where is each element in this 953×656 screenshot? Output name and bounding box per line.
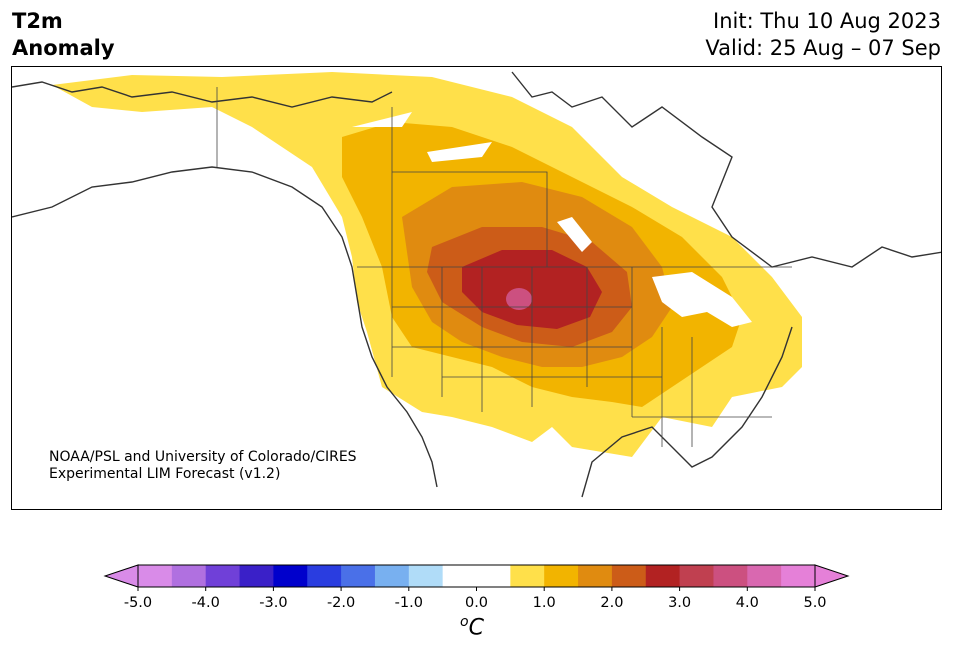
hudson-gap xyxy=(352,112,412,127)
anomaly-map xyxy=(11,66,942,510)
colorbar-segment xyxy=(442,565,477,587)
colorbar-segment xyxy=(171,565,207,587)
colorbar-tick-label: -1.0 xyxy=(395,595,423,611)
colorbar-tick-label: 3.0 xyxy=(668,595,691,611)
colorbar-ticks: -5.0 -4.0 -3.0 -2.0 -1.0 0.0 1.0 2.0 3.0 4.0 5.0 xyxy=(124,587,827,611)
colorbar-tick-label: -5.0 xyxy=(124,595,152,611)
map-svg xyxy=(12,71,941,498)
colorbar-tick-label: 1.0 xyxy=(533,595,556,611)
colorbar-extend-high xyxy=(814,564,850,588)
colorbar-extend-low xyxy=(103,564,139,588)
valid-range: Valid: 25 Aug – 07 Sep xyxy=(705,36,941,60)
colorbar-segment xyxy=(408,565,444,587)
lake-winnipeg xyxy=(557,217,592,252)
colorbar-segment xyxy=(205,565,241,587)
unit-degree: o xyxy=(460,614,469,630)
colorbar-unit: oC xyxy=(460,614,484,640)
init-date: Init: Thu 10 Aug 2023 xyxy=(713,9,941,33)
credit-text: NOAA/PSL and University of Colorado/CIRE… xyxy=(49,449,357,483)
colorbar-tick-label: -2.0 xyxy=(327,595,355,611)
colorbar-segment xyxy=(374,565,410,587)
colorbar-segment xyxy=(611,565,647,587)
state-borders xyxy=(216,87,792,447)
colorbar-segment xyxy=(476,565,511,587)
colorbar-segment xyxy=(307,565,342,587)
colorbar-segment xyxy=(239,565,274,587)
colorbar-tick-label: 0.0 xyxy=(465,595,488,611)
coastlines xyxy=(12,71,941,498)
colorbar-segment xyxy=(747,565,782,587)
credit-line-1: NOAA/PSL and University of Colorado/CIRE… xyxy=(49,449,357,465)
colorbar-segment xyxy=(578,565,613,587)
anomaly-zone-3-5 xyxy=(506,288,532,310)
map-title: T2m Anomaly xyxy=(12,9,115,60)
colorbar-segment xyxy=(544,565,579,587)
colorbar-segment xyxy=(138,565,173,587)
colorbar-segment xyxy=(510,565,545,587)
colorbar-segment xyxy=(679,565,714,587)
colorbar-tick-label: 2.0 xyxy=(600,595,623,611)
colorbar-segment xyxy=(341,565,376,587)
colorbar-tick-label: 4.0 xyxy=(736,595,759,611)
lake-gap xyxy=(427,142,492,162)
colorbar: -5.0 -4.0 -3.0 -2.0 -1.0 0.0 1.0 2.0 3.0 4.0 5.0 xyxy=(103,564,850,611)
colorbar-segments xyxy=(138,565,816,587)
colorbar-tick-label: 5.0 xyxy=(803,595,826,611)
colorbar-segment xyxy=(645,565,681,587)
unit-base: C xyxy=(468,615,484,641)
colorbar-segment xyxy=(273,565,308,587)
colorbar-tick-label: -4.0 xyxy=(192,595,220,611)
forecast-dates: Init: Thu 10 Aug 2023 Valid: 25 Aug – 07… xyxy=(705,8,941,62)
colorbar-segment xyxy=(781,565,816,587)
credit-line-2: Experimental LIM Forecast (v1.2) xyxy=(49,466,281,482)
colorbar-tick-label: -3.0 xyxy=(259,595,287,611)
colorbar-segment xyxy=(713,565,748,587)
great-lakes xyxy=(652,272,752,327)
